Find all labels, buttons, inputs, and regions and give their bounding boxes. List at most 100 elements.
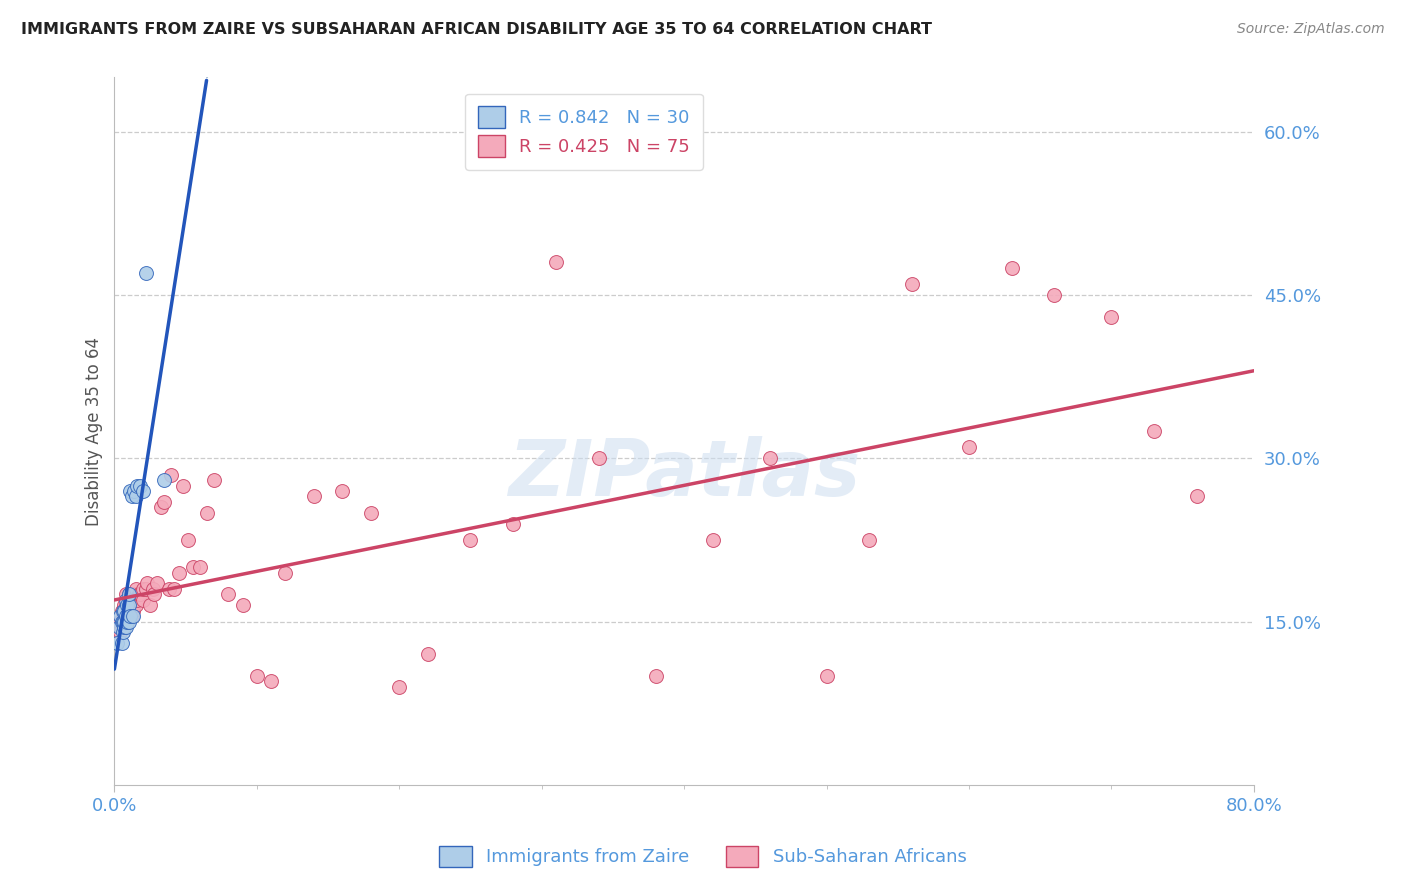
Point <box>1099 310 1122 324</box>
Point <box>121 592 143 607</box>
Point <box>901 277 924 292</box>
Point <box>135 266 157 280</box>
Point <box>127 592 149 607</box>
Point <box>146 576 169 591</box>
Point <box>118 609 141 624</box>
Point <box>142 582 165 596</box>
Point <box>115 598 138 612</box>
Point <box>110 615 132 629</box>
Point <box>246 669 269 683</box>
Point <box>416 647 439 661</box>
Legend: R = 0.842   N = 30, R = 0.425   N = 75: R = 0.842 N = 30, R = 0.425 N = 75 <box>465 94 703 170</box>
Point <box>111 620 134 634</box>
Point <box>112 604 135 618</box>
Point <box>108 609 131 624</box>
Point <box>1143 424 1166 438</box>
Point <box>110 604 132 618</box>
Point <box>135 582 157 596</box>
Point <box>107 620 129 634</box>
Point <box>143 587 166 601</box>
Point <box>125 582 148 596</box>
Point <box>360 506 382 520</box>
Point <box>388 680 411 694</box>
Point <box>132 483 155 498</box>
Point <box>127 478 149 492</box>
Point <box>115 598 138 612</box>
Point <box>108 625 131 640</box>
Point <box>105 620 128 634</box>
Point <box>112 615 135 629</box>
Text: ZIPatlas: ZIPatlas <box>508 435 860 511</box>
Point <box>136 576 159 591</box>
Point <box>188 560 211 574</box>
Point <box>702 533 724 547</box>
Point <box>105 636 128 650</box>
Point <box>129 587 152 601</box>
Point <box>260 674 283 689</box>
Text: Source: ZipAtlas.com: Source: ZipAtlas.com <box>1237 22 1385 37</box>
Point <box>120 592 142 607</box>
Point <box>120 609 142 624</box>
Point <box>120 604 142 618</box>
Point <box>122 604 145 618</box>
Point <box>124 483 146 498</box>
Point <box>118 615 141 629</box>
Point <box>110 615 132 629</box>
Point <box>114 592 136 607</box>
Point <box>118 598 141 612</box>
Point <box>118 598 141 612</box>
Point <box>544 255 567 269</box>
Point <box>121 609 143 624</box>
Point <box>153 495 176 509</box>
Legend: Immigrants from Zaire, Sub-Saharan Africans: Immigrants from Zaire, Sub-Saharan Afric… <box>430 837 976 876</box>
Point <box>957 441 980 455</box>
Point <box>114 587 136 601</box>
Point <box>153 473 176 487</box>
Point <box>112 620 135 634</box>
Point <box>129 478 152 492</box>
Point <box>111 625 134 640</box>
Point <box>588 451 610 466</box>
Point <box>118 587 141 601</box>
Point <box>132 582 155 596</box>
Point <box>181 560 204 574</box>
Y-axis label: Disability Age 35 to 64: Disability Age 35 to 64 <box>86 336 103 525</box>
Point <box>124 598 146 612</box>
Point <box>139 598 162 612</box>
Point <box>110 636 132 650</box>
Point <box>125 598 148 612</box>
Point <box>122 587 145 601</box>
Point <box>202 473 225 487</box>
Point <box>758 451 780 466</box>
Point <box>150 500 173 515</box>
Point <box>128 587 150 601</box>
Point <box>114 609 136 624</box>
Point <box>160 467 183 482</box>
Point <box>232 598 254 612</box>
Point <box>502 516 524 531</box>
Point <box>195 506 218 520</box>
Point <box>1043 288 1066 302</box>
Point <box>274 566 297 580</box>
Point <box>115 615 138 629</box>
Point <box>157 582 180 596</box>
Point <box>115 615 138 629</box>
Text: IMMIGRANTS FROM ZAIRE VS SUBSAHARAN AFRICAN DISABILITY AGE 35 TO 64 CORRELATION : IMMIGRANTS FROM ZAIRE VS SUBSAHARAN AFRI… <box>21 22 932 37</box>
Point <box>111 615 134 629</box>
Point <box>121 489 143 503</box>
Point <box>112 598 135 612</box>
Point <box>858 533 880 547</box>
Point <box>302 489 325 503</box>
Point <box>167 566 190 580</box>
Point <box>122 609 145 624</box>
Point <box>114 620 136 634</box>
Point <box>112 609 135 624</box>
Point <box>172 478 194 492</box>
Point <box>118 587 141 601</box>
Point <box>177 533 200 547</box>
Point <box>460 533 482 547</box>
Point <box>120 483 142 498</box>
Point <box>112 620 135 634</box>
Point <box>644 669 666 683</box>
Point <box>1001 260 1024 275</box>
